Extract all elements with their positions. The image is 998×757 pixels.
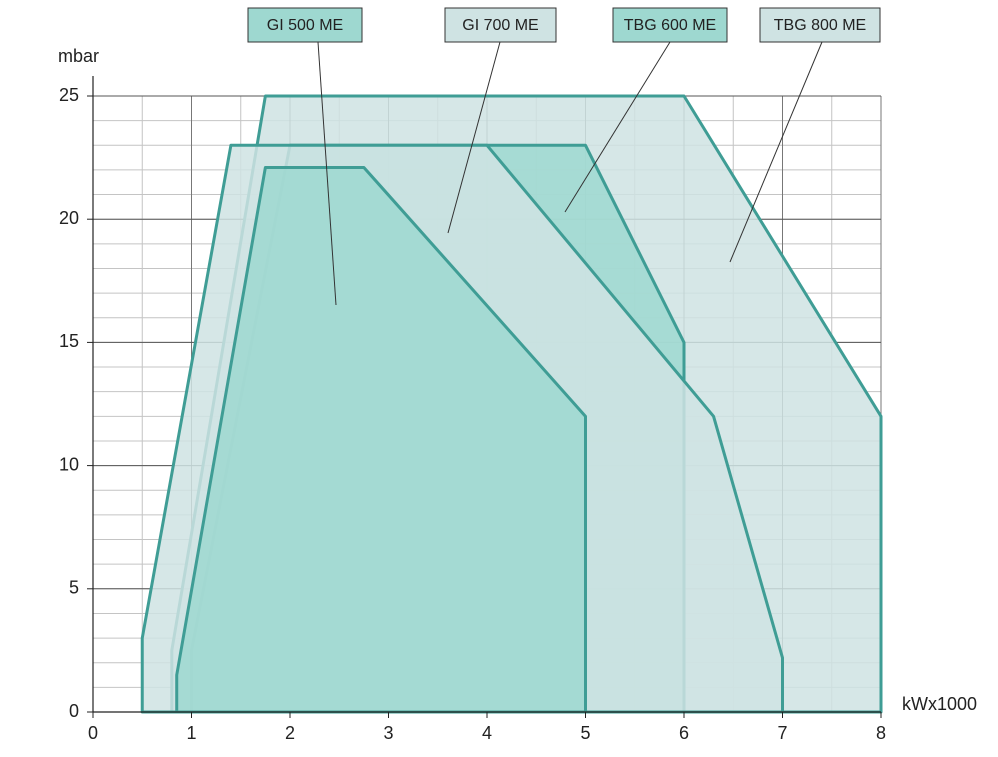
x-tick-label: 2 — [285, 723, 295, 743]
legend-box — [444, 7, 557, 43]
x-tick-label: 6 — [679, 723, 689, 743]
y-axis-label: mbar — [58, 46, 99, 66]
x-tick-label: 0 — [88, 723, 98, 743]
legend-box — [612, 7, 728, 43]
leader-line — [729, 41, 823, 263]
legend-label: TBG 600 ME — [624, 17, 716, 34]
leader-line — [564, 41, 671, 213]
x-tick-label: 3 — [383, 723, 393, 743]
legend-box — [759, 7, 881, 43]
x-tick-label: 7 — [777, 723, 787, 743]
legend-label: TBG 800 ME — [774, 17, 866, 34]
leader-line — [447, 41, 501, 234]
legend-label: GI 500 ME — [267, 17, 343, 34]
x-tick-label: 5 — [580, 723, 590, 743]
y-tick-label: 25 — [59, 85, 79, 105]
leader-line — [317, 41, 337, 306]
legend-label: GI 700 ME — [462, 17, 538, 34]
plot — [140, 94, 883, 714]
x-axis-label: kWx1000 — [902, 694, 977, 714]
x-tick-label: 8 — [876, 723, 886, 743]
y-tick-label: 0 — [69, 701, 79, 721]
axes: 0 1 2 3 4 5 6 7 8 0 5 10 15 20 25 GI 500 ME GI 700 ME TBG… — [59, 7, 886, 743]
y-tick-label: 15 — [59, 331, 79, 351]
legend-box — [247, 7, 363, 43]
x-tick-label: 1 — [186, 723, 196, 743]
y-tick-label: 10 — [59, 454, 79, 474]
y-tick-label: 20 — [59, 208, 79, 228]
x-tick-label: 4 — [482, 723, 492, 743]
y-tick-label: 5 — [69, 578, 79, 598]
